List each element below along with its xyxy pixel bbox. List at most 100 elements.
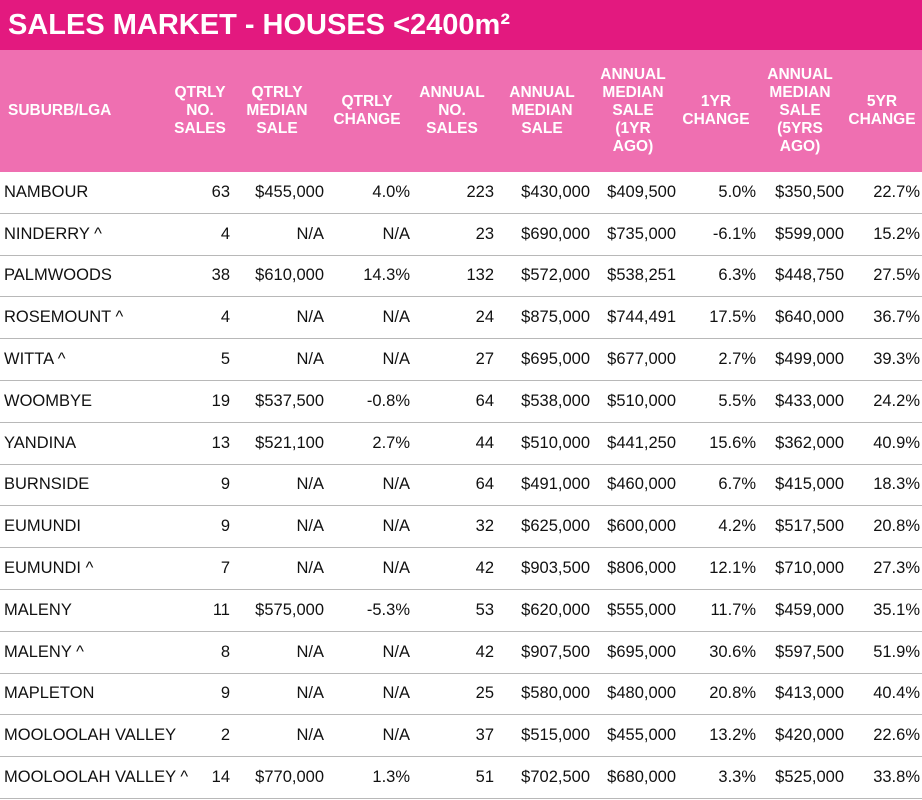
value-cell: $680,000 <box>607 768 676 787</box>
value-cell: 25 <box>475 684 494 703</box>
value-cell: 2.7% <box>718 350 756 369</box>
value-cell: $677,000 <box>607 350 676 369</box>
value-cell: 9 <box>220 684 230 703</box>
value-cell: $875,000 <box>521 308 590 327</box>
value-cell: $640,000 <box>775 308 844 327</box>
value-cell: $695,000 <box>521 350 590 369</box>
table-body: NAMBOUR 63 $455,000 4.0% 223 $430,000 $409,500… <box>0 172 922 799</box>
value-cell: 12.1% <box>709 559 756 578</box>
value-cell: N/A <box>382 308 410 327</box>
value-cell: 51.9% <box>873 642 920 661</box>
value-cell: 5 <box>220 350 230 369</box>
value-cell: 6.7% <box>718 475 756 494</box>
value-cell: 22.7% <box>873 182 920 201</box>
value-cell: $572,000 <box>521 266 590 285</box>
table-row: PALMWOODS 38 $610,000 14.3% 132 $572,000 $538,… <box>0 256 922 298</box>
column-header: ANNUAL NO. SALES <box>419 84 485 137</box>
value-cell: $430,000 <box>521 182 590 201</box>
value-cell: $459,000 <box>775 600 844 619</box>
value-cell: $690,000 <box>521 224 590 243</box>
value-cell: $695,000 <box>607 642 676 661</box>
value-cell: $413,000 <box>775 684 844 703</box>
value-cell: N/A <box>296 726 324 745</box>
value-cell: $555,000 <box>607 600 676 619</box>
value-cell: 14 <box>211 768 230 787</box>
suburb-cell: ROSEMOUNT ^ <box>4 308 124 327</box>
value-cell: $415,000 <box>775 475 844 494</box>
value-cell: 4 <box>220 308 230 327</box>
value-cell: $710,000 <box>775 559 844 578</box>
table-row: MALENY 11 $575,000 -5.3% 53 $620,000 $555,000 1… <box>0 590 922 632</box>
table-row: EUMUNDI ^ 7 N/A N/A 42 $903,500 $806,000 12.1% $… <box>0 548 922 590</box>
value-cell: $455,000 <box>255 182 324 201</box>
suburb-cell: BURNSIDE <box>4 475 90 494</box>
value-cell: 22.6% <box>873 726 920 745</box>
suburb-cell: PALMWOODS <box>4 266 112 285</box>
table-row: MOOLOOLAH VALLEY ^ 14 $770,000 1.3% 51 $702,5… <box>0 757 922 799</box>
value-cell: $610,000 <box>255 266 324 285</box>
value-cell: 14.3% <box>363 266 410 285</box>
value-cell: $538,000 <box>521 391 590 410</box>
value-cell: N/A <box>382 350 410 369</box>
value-cell: 27 <box>475 350 494 369</box>
suburb-cell: MOOLOOLAH VALLEY ^ <box>4 768 189 787</box>
value-cell: 37 <box>475 726 494 745</box>
value-cell: 38 <box>211 266 230 285</box>
value-cell: 27.5% <box>873 266 920 285</box>
value-cell: $625,000 <box>521 517 590 536</box>
value-cell: $433,000 <box>775 391 844 410</box>
value-cell: N/A <box>382 642 410 661</box>
table-row: MAPLETON 9 N/A N/A 25 $580,000 $480,000 20.8% $4… <box>0 674 922 716</box>
value-cell: 223 <box>466 182 494 201</box>
value-cell: $735,000 <box>607 224 676 243</box>
table-row: YANDINA 13 $521,100 2.7% 44 $510,000 $441,250 1… <box>0 423 922 465</box>
value-cell: 51 <box>475 768 494 787</box>
column-header: QTRLY MEDIAN SALE <box>246 84 308 137</box>
value-cell: 4.2% <box>718 517 756 536</box>
value-cell: $455,000 <box>607 726 676 745</box>
value-cell: N/A <box>296 559 324 578</box>
value-cell: $521,100 <box>255 433 324 452</box>
value-cell: 13.2% <box>709 726 756 745</box>
suburb-cell: EUMUNDI ^ <box>4 559 94 578</box>
value-cell: 11.7% <box>710 600 756 619</box>
value-cell: N/A <box>382 559 410 578</box>
table-row: BURNSIDE 9 N/A N/A 64 $491,000 $460,000 6.7% $41… <box>0 465 922 507</box>
value-cell: N/A <box>296 350 324 369</box>
value-cell: $420,000 <box>775 726 844 745</box>
value-cell: 42 <box>475 642 494 661</box>
value-cell: $744,491 <box>607 308 676 327</box>
value-cell: $409,500 <box>607 182 676 201</box>
value-cell: $515,000 <box>521 726 590 745</box>
column-header: 1YR CHANGE <box>682 93 750 128</box>
value-cell: $525,000 <box>775 768 844 787</box>
value-cell: $441,250 <box>607 433 676 452</box>
title: SALES MARKET - HOUSES <2400m² <box>0 0 922 50</box>
value-cell: 27.3% <box>873 559 920 578</box>
value-cell: $575,000 <box>255 600 324 619</box>
column-header: ANNUAL MEDIAN SALE (5YRS AGO) <box>767 66 833 155</box>
value-cell: $491,000 <box>521 475 590 494</box>
value-cell: N/A <box>296 308 324 327</box>
suburb-cell: MALENY ^ <box>4 642 84 661</box>
value-cell: N/A <box>382 726 410 745</box>
table-header: SUBURB/LGA QTRLY NO. SALES QTRLY MEDIAN SA… <box>0 50 922 172</box>
suburb-cell: EUMUNDI <box>4 517 81 536</box>
value-cell: N/A <box>296 475 324 494</box>
value-cell: $499,000 <box>775 350 844 369</box>
value-cell: 42 <box>475 559 494 578</box>
value-cell: 13 <box>211 433 230 452</box>
value-cell: 24 <box>475 308 494 327</box>
value-cell: $599,000 <box>775 224 844 243</box>
value-cell: $620,000 <box>521 600 590 619</box>
value-cell: $538,251 <box>607 266 676 285</box>
value-cell: $580,000 <box>521 684 590 703</box>
table-row: NINDERRY ^ 4 N/A N/A 23 $690,000 $735,000 -6.1%… <box>0 214 922 256</box>
table-row: NAMBOUR 63 $455,000 4.0% 223 $430,000 $409,500… <box>0 172 922 214</box>
value-cell: N/A <box>296 224 324 243</box>
value-cell: $537,500 <box>255 391 324 410</box>
value-cell: N/A <box>296 684 324 703</box>
value-cell: N/A <box>382 224 410 243</box>
value-cell: 1.3% <box>372 768 410 787</box>
